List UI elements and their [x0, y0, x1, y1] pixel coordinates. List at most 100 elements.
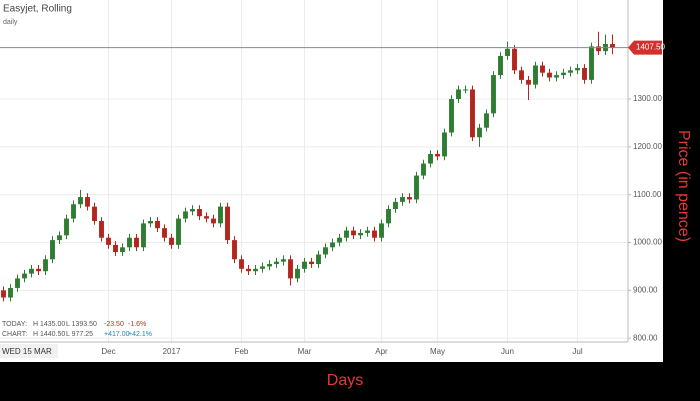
- candle-body: [421, 163, 426, 176]
- candle-body: [8, 287, 13, 298]
- candle-body: [246, 268, 251, 272]
- candle-body: [106, 237, 111, 245]
- candle-body: [442, 132, 447, 157]
- candle-body: [197, 209, 202, 217]
- candle-body: [288, 259, 293, 279]
- candle-body: [22, 273, 27, 279]
- info-low: L 977.25: [66, 331, 93, 338]
- x-tick-label: Feb: [235, 347, 249, 356]
- candle-body: [512, 48, 517, 71]
- candle-body: [470, 89, 475, 138]
- candle-body: [358, 232, 363, 236]
- y-tick-label: 1300.00: [633, 94, 662, 103]
- candle-body: [176, 218, 181, 245]
- y-tick-label: 1000.00: [633, 238, 662, 247]
- candle-body: [365, 230, 370, 233]
- candle-body: [456, 89, 461, 100]
- candle-body: [596, 46, 601, 52]
- info-change: -23.50: [104, 321, 124, 328]
- y-tick-label: 800.00: [633, 333, 658, 342]
- info-high: H 1435.00: [33, 321, 65, 328]
- candle-body: [43, 259, 48, 272]
- candle-body: [281, 259, 286, 262]
- candle-body: [533, 65, 538, 85]
- candle-body: [379, 223, 384, 238]
- candles: [1, 31, 615, 302]
- candle-body: [71, 204, 76, 219]
- candle-body: [589, 46, 594, 80]
- candle-body: [50, 240, 55, 260]
- candle-body: [260, 266, 265, 269]
- candle-body: [36, 268, 41, 272]
- candle-body: [169, 237, 174, 245]
- x-tick-label: Jul: [572, 347, 582, 356]
- candle-body: [64, 218, 69, 236]
- x-tick-label: May: [430, 347, 445, 356]
- y-tick-label: 1200.00: [633, 142, 662, 151]
- candle-body: [15, 278, 20, 288]
- candle-body: [407, 197, 412, 200]
- candle-body: [610, 44, 615, 48]
- candle-body: [400, 197, 405, 202]
- candle-body: [554, 75, 559, 78]
- info-high: H 1440.50: [33, 331, 65, 338]
- grid: [0, 0, 628, 342]
- candle-body: [295, 268, 300, 279]
- chart-title: Easyjet, Rolling: [3, 4, 72, 15]
- candle-body: [449, 99, 454, 133]
- candle-body: [148, 220, 153, 224]
- candle-body: [162, 228, 167, 238]
- candle-body: [204, 216, 209, 219]
- candle-body: [582, 67, 587, 80]
- candle-body: [99, 220, 104, 238]
- crosshair-box: [0, 344, 58, 358]
- candle-body: [155, 220, 160, 229]
- candle-body: [190, 209, 195, 212]
- candle-body: [316, 254, 321, 265]
- candle-body: [183, 211, 188, 219]
- candle-body: [463, 89, 468, 91]
- candle-body: [477, 127, 482, 138]
- x-tick-label: Dec: [101, 347, 115, 356]
- y-tick-label: 1100.00: [633, 190, 662, 199]
- candle-body: [85, 197, 90, 207]
- candle-body: [120, 247, 125, 253]
- candle-body: [113, 244, 118, 253]
- info-change: +417.00: [104, 331, 130, 338]
- candle-body: [141, 223, 146, 248]
- candle-body: [253, 268, 258, 272]
- candle-body: [134, 237, 139, 248]
- candle-body: [323, 247, 328, 255]
- candle-body: [302, 261, 307, 269]
- candle-body: [267, 264, 272, 267]
- x-axis-title: Days: [327, 372, 363, 389]
- y-axis-title: Price (in pence): [675, 130, 692, 242]
- info-low: L 1393.50: [66, 321, 97, 328]
- info-change-pct: +42.1%: [128, 331, 152, 338]
- candle-body: [491, 75, 496, 114]
- candle-body: [435, 154, 440, 157]
- candle-body: [372, 230, 377, 238]
- candle-body: [484, 113, 489, 128]
- candle-body: [337, 237, 342, 243]
- candle-body: [386, 209, 391, 224]
- last-price-tag: [628, 40, 662, 55]
- candle-body: [211, 218, 216, 224]
- candle-body: [414, 175, 419, 200]
- y-tick-label: 900.00: [633, 285, 658, 294]
- candle-body: [351, 230, 356, 236]
- x-tick-label: Mar: [298, 347, 312, 356]
- candle-body: [526, 79, 531, 85]
- candle-body: [505, 48, 510, 56]
- x-tick-label: Apr: [375, 347, 388, 356]
- last-price-label: 1407.50: [636, 43, 665, 52]
- candle-body: [225, 206, 230, 241]
- info-label: CHART:: [2, 331, 27, 338]
- candle-body: [92, 206, 97, 221]
- candle-body: [127, 237, 132, 248]
- candle-body: [519, 70, 524, 80]
- candle-body: [568, 70, 573, 73]
- candle-body: [232, 240, 237, 260]
- candle-body: [344, 230, 349, 238]
